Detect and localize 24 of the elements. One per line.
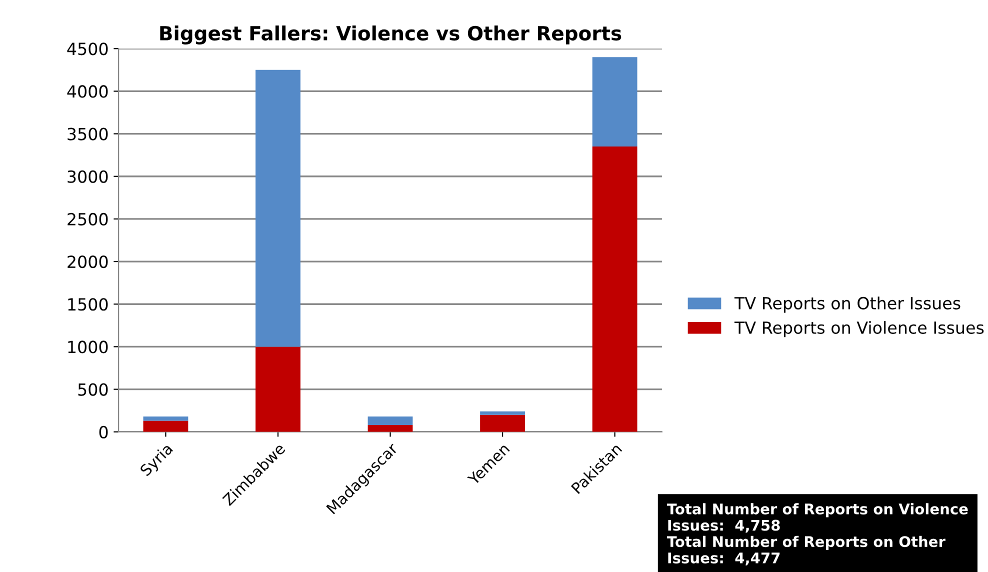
bar <box>480 414 525 432</box>
chart-title: Biggest Fallers: Violence vs Other Reports <box>160 26 622 44</box>
y-tick-label: 1000 <box>68 340 108 354</box>
y-tick-label: 3000 <box>68 170 108 183</box>
bar <box>592 146 638 432</box>
y-tick-label: 2000 <box>68 255 108 268</box>
y-tick-label: 0 <box>99 426 108 438</box>
bar <box>256 70 300 347</box>
bar <box>368 425 413 432</box>
bar <box>480 411 525 415</box>
y-tick-label: 4500 <box>67 42 108 56</box>
bar <box>256 346 300 432</box>
y-tick-label: 1500 <box>68 298 108 311</box>
text: Total Number of Reports on Violence Issues: 4,758 Total Number of Reports on Other Issues: 4,477 <box>666 503 968 566</box>
y-tick-label: 4000 <box>67 85 108 98</box>
legend-label: TV Reports on Violence Issues <box>734 321 984 338</box>
y-tick-label: 2500 <box>68 212 108 226</box>
bar <box>143 420 188 432</box>
bar <box>592 57 638 147</box>
y-tick-label: 500 <box>78 383 108 396</box>
bar <box>368 416 413 426</box>
legend-label: TV Reports on Other Issues <box>734 296 960 313</box>
y-tick-label: 3500 <box>68 128 108 140</box>
bar <box>143 416 188 421</box>
